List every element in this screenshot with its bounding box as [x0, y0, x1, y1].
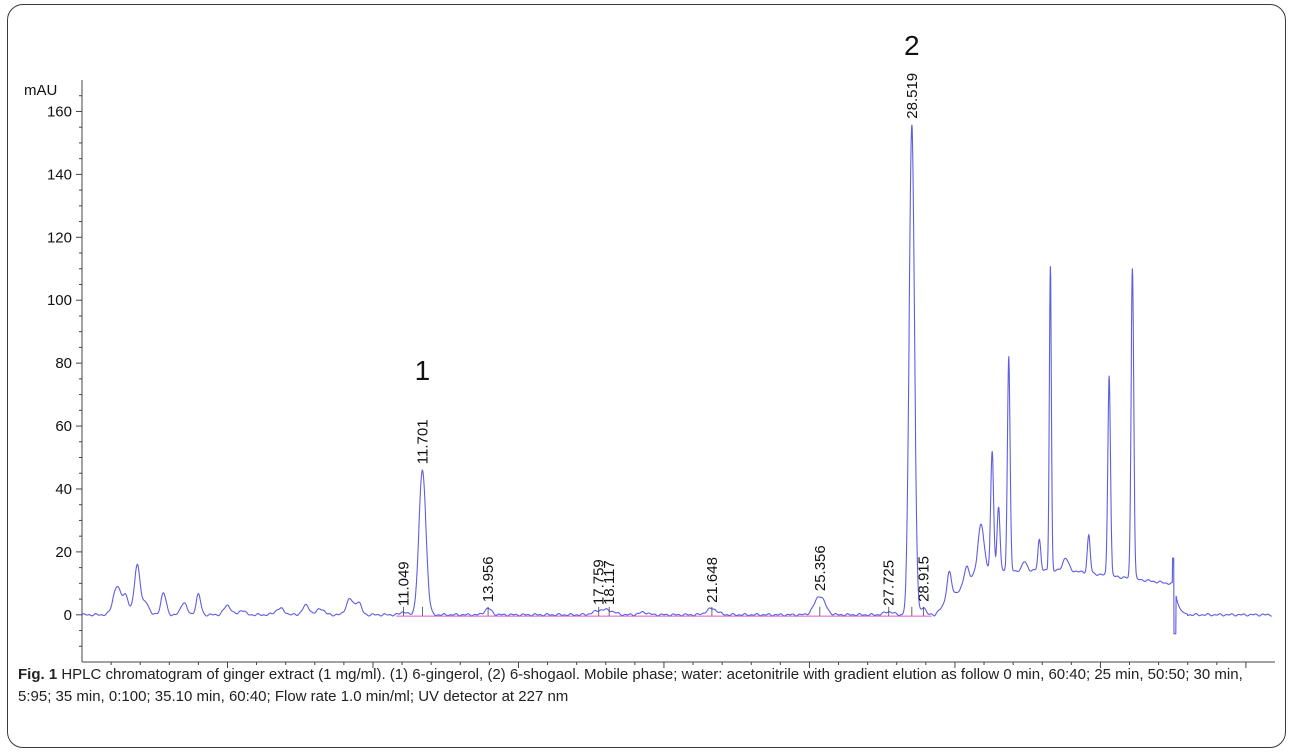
y-tick-label: 160 — [47, 103, 72, 120]
y-tick-label: 40 — [55, 481, 72, 498]
figure-caption: Fig. 1 HPLC chromatogram of ginger extra… — [18, 664, 1276, 708]
y-tick-label: 140 — [47, 166, 72, 183]
y-tick-label: 100 — [47, 292, 72, 309]
peak-label: 21.648 — [704, 557, 721, 603]
peak-label: 28.519 — [904, 73, 921, 119]
chromatogram-chart: 0204060801001201401605101520253035mAUmin… — [24, 30, 1275, 670]
peak-label: 17.759 — [591, 559, 608, 605]
peak-annotation: 1 — [415, 355, 431, 386]
peak-annotation: 2 — [904, 30, 920, 61]
caption-fig-label: Fig. 1 — [18, 666, 58, 683]
peak-label: 13.956 — [480, 556, 497, 602]
x-unit-label: min — [1235, 666, 1270, 670]
caption-text: HPLC chromatogram of ginger extract (1 m… — [18, 666, 1243, 705]
y-unit-label: mAU — [24, 82, 57, 99]
peak-label: 27.725 — [881, 560, 898, 606]
y-tick-label: 120 — [47, 229, 72, 246]
peak-label: 18.117 — [601, 560, 618, 605]
y-tick-label: 0 — [64, 607, 72, 624]
peak-label: 11.701 — [414, 419, 431, 464]
peak-label: 11.049 — [395, 561, 412, 606]
y-tick-label: 80 — [55, 355, 72, 372]
chromatogram-trace — [81, 124, 1272, 635]
y-tick-label: 60 — [55, 418, 72, 435]
figure-frame — [7, 4, 1286, 748]
y-tick-label: 20 — [55, 544, 72, 561]
peak-label: 28.915 — [915, 556, 932, 602]
peak-label: 25.356 — [812, 545, 829, 591]
